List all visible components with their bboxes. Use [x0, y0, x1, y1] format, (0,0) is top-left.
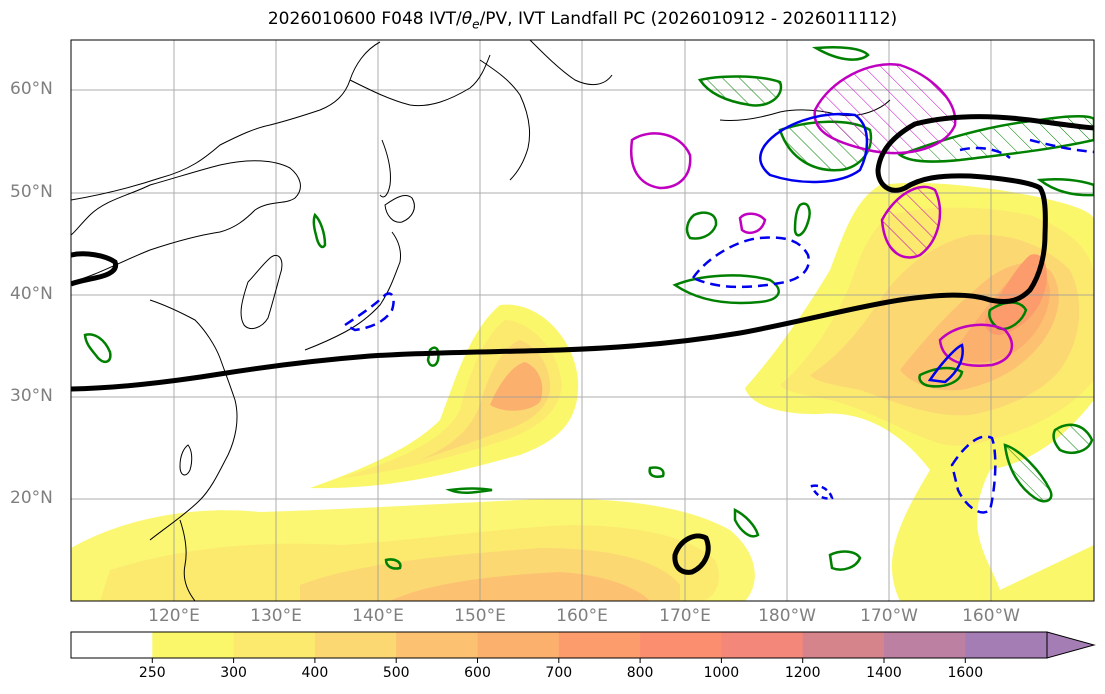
- china-east-coast: [149, 299, 238, 541]
- siberia-coast-ne: [529, 40, 613, 86]
- lat-label-60n: 60°N: [10, 79, 53, 99]
- asia-coastline-north: [71, 41, 381, 201]
- west-ivt-contour: [71, 251, 119, 287]
- colorbar-tick-label: 250: [138, 665, 166, 681]
- colorbar-swatch: [396, 632, 478, 658]
- lon-label-170w: 170°W: [860, 606, 918, 626]
- lon-label-120e: 120°E: [148, 606, 200, 626]
- japan-hokkaido: [384, 195, 415, 223]
- lat-label-20n: 20°N: [10, 488, 53, 508]
- asia-coastline: [71, 160, 301, 283]
- south-ivt-contour: [672, 533, 711, 575]
- map-title: 2026010600 F048 IVT/θe/PV, IVT Landfall …: [267, 9, 898, 32]
- taiwan: [179, 444, 193, 476]
- lat-label-40n: 40°N: [10, 284, 53, 304]
- colorbar-swatches: [71, 632, 1048, 658]
- colorbar-tick-label: 1200: [784, 665, 821, 681]
- colorbar-swatch: [152, 632, 235, 658]
- colorbar-tick-label: 600: [464, 665, 491, 681]
- sakhalin: [379, 139, 391, 198]
- lon-label-150e: 150°E: [454, 606, 506, 626]
- colorbar-tick-label: 500: [382, 665, 410, 681]
- okhotsk-coast: [349, 54, 491, 107]
- korea-coastline: [240, 254, 283, 329]
- coastlines: [71, 40, 891, 601]
- lon-label-170e: 170°E: [659, 606, 711, 626]
- colorbar-swatch: [640, 632, 722, 658]
- lon-label-140e: 140°E: [352, 606, 404, 626]
- lon-label-130e: 130°E: [250, 606, 302, 626]
- colorbar-tick-label: 1600: [947, 665, 984, 681]
- colorbar-extend-arrow: [1046, 631, 1096, 659]
- colorbar-swatch: [558, 632, 641, 658]
- kamchatka-coast: [479, 59, 531, 181]
- colorbar-tick-label: 800: [626, 665, 654, 681]
- colorbar-tick-label: 300: [220, 665, 247, 681]
- theta-e-contours: [83, 46, 1094, 571]
- colorbar-ticks: [151, 658, 966, 663]
- ivt-fill-south-band-core2: [390, 572, 650, 601]
- pv-positive-contours: [629, 62, 1014, 367]
- lon-label-160e: 160°E: [556, 606, 608, 626]
- colorbar-tick-label: 400: [301, 665, 329, 681]
- colorbar-swatch: [477, 632, 560, 658]
- ivt-landfall-contours: [71, 114, 1094, 575]
- pv-negative-contours: [342, 112, 1094, 514]
- japan-honshu: [304, 231, 401, 351]
- philippines: [179, 519, 196, 601]
- colorbar-swatch: [314, 632, 397, 658]
- lat-label-50n: 50°N: [10, 182, 53, 202]
- main-ivt-contour: [71, 114, 1094, 392]
- colorbar-tick-label: 1000: [703, 665, 740, 681]
- colorbar: [70, 631, 1096, 663]
- lon-label-160w: 160°W: [962, 606, 1020, 626]
- colorbar-swatch: [233, 632, 316, 658]
- colorbar-swatch: [884, 632, 966, 658]
- colorbar-swatch: [965, 632, 1048, 658]
- lat-label-30n: 30°N: [10, 386, 53, 406]
- colorbar-tick-label: 700: [545, 665, 573, 681]
- lon-label-180w: 180°W: [758, 606, 816, 626]
- colorbar-swatch: [802, 632, 885, 658]
- plot-frame: [70, 39, 1095, 602]
- colorbar-tick-label: 1400: [866, 665, 902, 681]
- ivt-fill-central-plume-core2: [490, 362, 543, 411]
- colorbar-swatch: [721, 632, 804, 658]
- colorbar-swatch: [71, 632, 153, 658]
